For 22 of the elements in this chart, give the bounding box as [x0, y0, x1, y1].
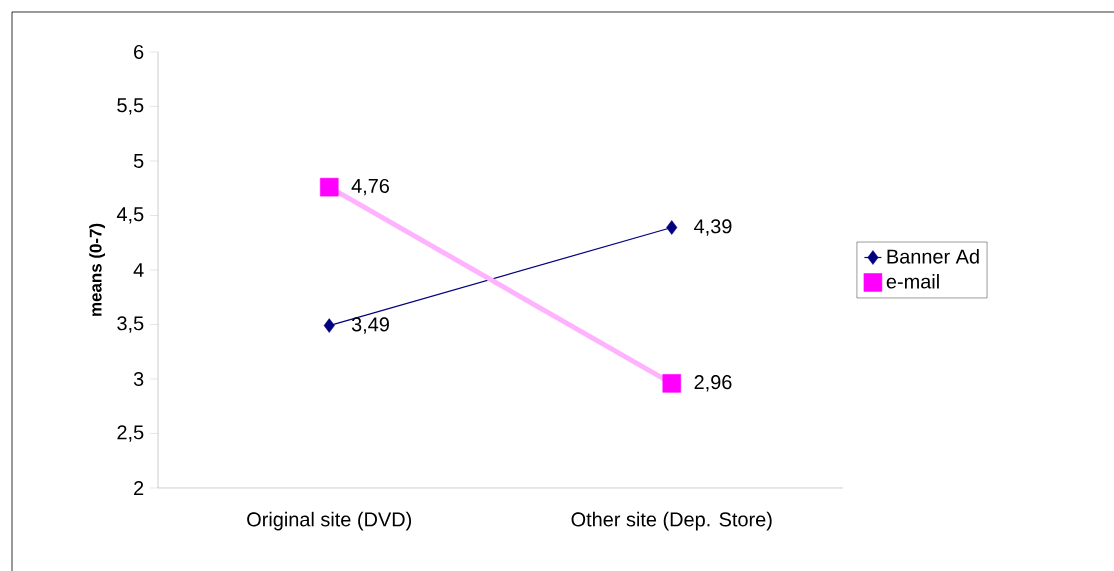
y-tick-label: 2,5	[117, 425, 144, 442]
data-label: 4,76	[351, 178, 389, 196]
y-tick-label: 5	[133, 154, 144, 168]
point	[320, 177, 339, 197]
y-tick-label: 2	[134, 481, 144, 495]
y-tick-label: 4,5	[116, 207, 144, 224]
y-tick-label: 6	[134, 44, 144, 60]
y-tick-label: 3,5	[117, 316, 144, 333]
y-tick-label: 3	[133, 371, 144, 387]
x-tick-label: Other site (Dep. Store)	[571, 511, 772, 531]
y-axis-title: means (0-7)	[89, 223, 105, 316]
y-tick-label: 4	[133, 263, 144, 277]
point	[323, 318, 335, 333]
y-tick-label: 5,5	[117, 98, 144, 115]
legend-label: Banner Ad	[887, 249, 979, 264]
data-label: 2,96	[694, 375, 732, 392]
data-label: 3,49	[351, 317, 389, 334]
point	[662, 374, 682, 393]
legend-label: e-mail	[886, 273, 939, 289]
x-tick-label: Original site (DVD)	[247, 511, 412, 531]
point	[666, 220, 678, 235]
data-label: 4,39	[694, 219, 732, 236]
